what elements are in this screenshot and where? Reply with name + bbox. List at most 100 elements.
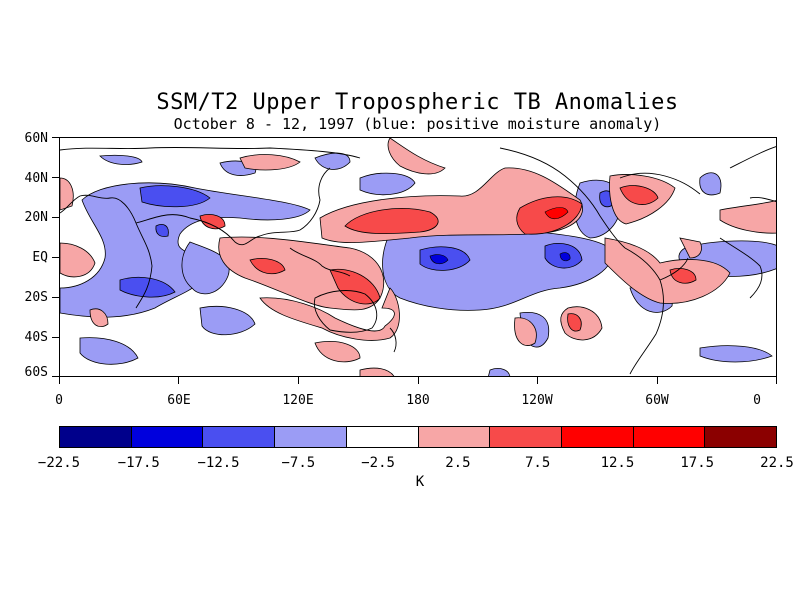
colorbar-label: 2.5 [445,455,471,471]
lon-label-120w: 120W [521,393,553,408]
lat-label-60n: 60N [24,131,48,146]
anomaly-region [89,308,109,327]
anomaly-region [249,258,286,275]
lat-tick [52,217,59,218]
lon-tick [178,377,179,384]
colorbar-segment [60,427,132,447]
colorbar-segment [633,427,706,447]
anomaly-region [382,226,613,311]
anomaly-region [387,138,446,175]
anomaly-region [239,154,301,171]
map-title: SSM/T2 Upper Tropospheric TB Anomalies [156,90,679,115]
strong-negative-regions [119,185,615,298]
anomaly-map [59,137,777,377]
lat-label-40s: 40S [24,330,48,345]
coastline [619,172,701,195]
coastline [719,237,763,299]
colorbar-segment [418,427,491,447]
anomaly-region [699,345,773,363]
lat-label-20s: 20S [24,290,48,305]
lon-label-60w: 60W [645,393,669,408]
lon-tick [59,377,60,384]
south-america-coastline [624,247,664,375]
anomaly-region [619,185,659,205]
anomaly-region [329,268,381,305]
anomaly-region [181,241,230,295]
anomaly-region [719,200,776,234]
anomaly-region [344,208,439,235]
colorbar-segment [131,427,204,447]
colorbar-label: −22.5 [37,455,81,471]
coastline [60,194,153,309]
colorbar-label: −2.5 [361,455,395,471]
anomaly-region [60,242,96,278]
anomaly-region [359,367,395,376]
colorbar-label: 12.5 [600,455,635,471]
lat-tick [52,297,59,298]
anomaly-region [314,341,361,363]
coastline [60,146,361,159]
colorbar-segment [346,427,419,447]
coastline [499,147,626,249]
lon-label-120e: 120E [282,393,314,408]
colorbar-label: 22.5 [760,455,794,471]
anomaly-region [199,305,256,336]
lon-label-0-end: 0 [753,393,761,408]
coastline [729,146,776,169]
coastline [389,327,397,353]
colorbar-segment [705,427,777,447]
strongest-negative-regions [429,252,571,265]
coastline [289,247,351,277]
coastlines [60,146,776,375]
lon-label-60e: 60E [167,393,191,408]
lat-tick [52,257,59,258]
lon-label-0: 0 [55,393,63,408]
colorbar-segment [561,427,634,447]
anomaly-region [314,152,351,170]
lon-tick [418,377,419,384]
coastline [135,167,331,246]
anomaly-region [488,368,511,376]
lat-label-20n: 20N [24,210,48,225]
colorbar-segment [490,427,562,447]
lat-tick [52,337,59,338]
lat-label-60s: 60S [24,365,48,380]
lon-tick [657,377,658,384]
colorbar-label: 7.5 [525,455,551,471]
anomaly-region [514,317,537,346]
lon-tick [298,377,299,384]
anomaly-region [155,224,169,237]
anomaly-region [79,337,139,365]
map-subtitle: October 8 - 12, 1997 (blue: positive moi… [173,115,662,133]
lon-tick [537,377,538,384]
lat-label-40n: 40N [24,171,48,186]
anomaly-region [199,214,226,230]
colorbar-segment [203,427,276,447]
colorbar-label: −7.5 [281,455,316,471]
lat-label-eq: EQ [32,250,48,265]
colorbar [59,426,777,448]
coastline [749,197,776,202]
anomaly-map-svg [60,138,776,376]
anomaly-region [679,237,702,259]
anomaly-region [699,172,722,196]
anomaly-region [429,254,449,265]
lat-tick [52,376,59,377]
colorbar-segment [275,427,347,447]
lon-tick [776,377,777,384]
lat-tick [52,137,59,138]
australia-coastline [313,290,378,333]
coastline [659,257,689,281]
anomaly-region [139,185,211,208]
anomaly-region [567,313,582,332]
anomaly-region [544,207,569,220]
anomaly-region [559,252,571,262]
colorbar-label: −17.5 [117,455,160,471]
lon-label-180: 180 [406,393,430,408]
strongest-positive-regions [544,207,569,220]
colorbar-units: K [415,474,425,490]
anomaly-region [99,154,143,165]
anomaly-region [359,172,416,196]
anomaly-region [60,177,74,211]
colorbar-label: −12.5 [197,455,240,471]
